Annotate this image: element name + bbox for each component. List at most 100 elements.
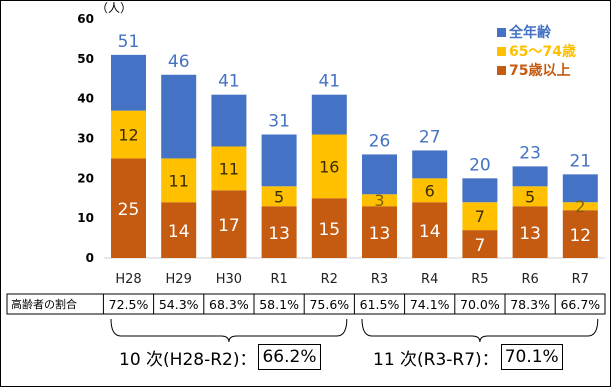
data-label-65-74: 2 <box>575 197 585 216</box>
data-label-65-74: 11 <box>169 171 189 190</box>
data-label-total: 41 <box>318 72 340 92</box>
footnote-10th: 10 次(H28-R2)： 66.2% <box>119 339 321 375</box>
data-label-75plus: 15 <box>318 220 340 240</box>
bar-segment-all-ages <box>161 74 197 159</box>
legend-swatch <box>497 47 506 56</box>
x-tick-label: H30 <box>216 272 242 287</box>
bar-segment-75plus <box>462 230 498 258</box>
bar-segment-all-ages <box>512 166 548 187</box>
y-tick-label: 20 <box>77 171 94 185</box>
bracket-10th-period <box>110 318 348 343</box>
bar-segment-all-ages <box>462 178 498 203</box>
bar-segment-65-74 <box>311 134 347 199</box>
bar-segment-75plus <box>362 206 397 258</box>
data-label-total: 27 <box>419 127 441 147</box>
data-label-65-74: 16 <box>319 157 339 176</box>
data-label-total: 20 <box>469 155 491 175</box>
data-label-65-74: 3 <box>374 191 384 210</box>
data-label-75plus: 12 <box>569 226 591 246</box>
y-tick-label: 0 <box>86 251 94 265</box>
bar-segment-65-74 <box>412 178 448 203</box>
ratio-value: 78.3% <box>510 297 550 312</box>
bar-segment-65-74 <box>161 158 197 203</box>
data-label-total: 26 <box>369 131 391 151</box>
data-label-65-74: 6 <box>425 181 435 200</box>
data-label-total: 31 <box>268 112 290 132</box>
bar-segment-75plus <box>261 206 297 258</box>
data-label-75plus: 14 <box>168 222 190 242</box>
x-tick-label: R1 <box>270 272 287 287</box>
y-tick-label: 30 <box>77 132 94 146</box>
bar-segment-all-ages <box>362 154 397 195</box>
ratio-value: 68.3% <box>209 297 249 312</box>
bar-segment-75plus <box>161 202 197 258</box>
ratio-value: 74.1% <box>410 297 450 312</box>
data-label-75plus: 25 <box>118 200 140 220</box>
footnote-10th-value: 66.2% <box>258 344 321 370</box>
bar-segment-65-74 <box>512 186 548 207</box>
legend-swatch <box>497 66 506 75</box>
bar-segment-75plus <box>311 198 347 258</box>
x-tick-label: R7 <box>572 272 589 287</box>
bar-segment-65-74 <box>261 186 297 207</box>
data-label-65-74: 5 <box>274 187 284 206</box>
bar-segment-75plus <box>211 190 247 258</box>
bar-segment-75plus <box>512 206 548 258</box>
data-label-total: 21 <box>569 151 591 171</box>
ratio-table-border <box>6 293 606 315</box>
data-label-65-74: 12 <box>118 126 138 145</box>
legend-swatch <box>497 28 506 37</box>
data-label-75plus: 13 <box>268 224 290 244</box>
bar-segment-65-74 <box>462 202 498 231</box>
y-axis-unit: （人） <box>96 1 132 15</box>
data-label-65-74: 7 <box>475 207 485 226</box>
legend-label: 75歳以上 <box>509 62 570 79</box>
x-tick-label: R6 <box>521 272 538 287</box>
bar-segment-75plus <box>111 158 146 258</box>
y-tick-label: 50 <box>77 52 94 66</box>
x-tick-label: R2 <box>321 272 338 287</box>
ratio-value: 58.1% <box>259 297 299 312</box>
y-tick-label: 60 <box>77 12 94 26</box>
data-label-65-74: 11 <box>219 159 239 178</box>
data-label-75plus: 7 <box>474 236 485 256</box>
bar-segment-all-ages <box>111 54 146 111</box>
footnote-10th-label: 10 次(H28-R2)： <box>119 349 257 370</box>
x-tick-label: H28 <box>115 272 141 287</box>
footnote-11th-label: 11 次(R3-R7)： <box>373 349 499 370</box>
data-label-total: 46 <box>168 52 190 72</box>
data-label-total: 41 <box>218 72 240 92</box>
data-label-75plus: 17 <box>218 216 240 236</box>
ratio-value: 61.5% <box>360 297 400 312</box>
data-label-total: 51 <box>118 32 140 52</box>
bar-segment-all-ages <box>311 94 347 135</box>
footnote-11th-value: 70.1% <box>500 344 563 370</box>
bar-segment-65-74 <box>362 194 397 207</box>
x-tick-label: R4 <box>421 272 438 287</box>
ratio-value: 72.5% <box>109 297 149 312</box>
bar-segment-65-74 <box>562 202 598 211</box>
data-label-75plus: 14 <box>419 222 441 242</box>
bar-segment-all-ages <box>562 174 598 203</box>
y-tick-label: 10 <box>77 211 94 225</box>
ratio-value: 70.0% <box>460 297 500 312</box>
bar-segment-75plus <box>562 210 598 258</box>
legend-label: 全年齢 <box>508 24 552 41</box>
ratio-value: 66.7% <box>560 297 600 312</box>
y-tick-label: 40 <box>77 92 94 106</box>
bar-segment-all-ages <box>211 94 247 147</box>
bar-segment-65-74 <box>211 146 247 191</box>
bar-segment-65-74 <box>111 110 146 159</box>
bracket-11th-period <box>361 318 599 343</box>
data-label-65-74: 5 <box>525 187 535 206</box>
ratio-value: 75.6% <box>309 297 349 312</box>
ratio-row-label: 高齢者の割合 <box>11 297 77 311</box>
footnote-11th: 11 次(R3-R7)： 70.1% <box>373 339 563 375</box>
bar-segment-75plus <box>412 202 448 258</box>
x-tick-label: R5 <box>471 272 488 287</box>
data-label-75plus: 13 <box>519 224 541 244</box>
ratio-value: 54.3% <box>159 297 199 312</box>
data-label-total: 23 <box>519 143 541 163</box>
